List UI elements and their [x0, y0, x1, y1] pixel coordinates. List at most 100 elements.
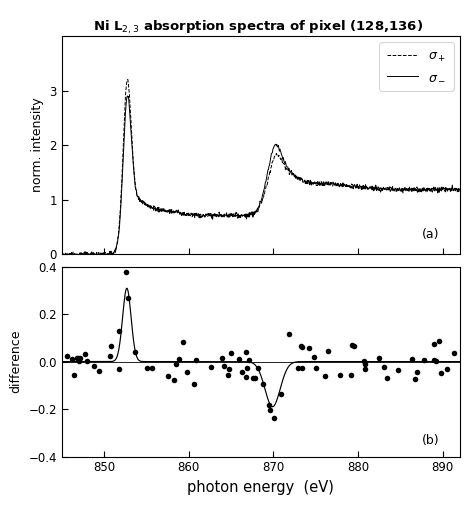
Point	[259, 380, 267, 388]
Point	[249, 373, 257, 382]
Point	[74, 354, 82, 362]
$\sigma_+$	[59, 249, 64, 255]
Point	[63, 352, 71, 360]
Point	[324, 347, 331, 356]
Point	[235, 354, 243, 363]
Line: $\sigma_+$: $\sigma_+$	[62, 80, 460, 257]
Y-axis label: difference: difference	[9, 330, 23, 393]
Point	[321, 372, 329, 381]
Point	[394, 366, 402, 374]
Point	[350, 342, 358, 350]
Point	[108, 342, 115, 350]
Text: (a): (a)	[422, 228, 440, 241]
Point	[183, 368, 191, 377]
$\sigma_-$	[313, 180, 319, 186]
Point	[270, 414, 278, 422]
Point	[76, 354, 83, 362]
$\sigma_+$	[313, 183, 319, 189]
Point	[413, 368, 420, 376]
Point	[243, 373, 250, 381]
$\sigma_-$	[362, 184, 367, 190]
Point	[170, 376, 178, 384]
Point	[68, 355, 75, 363]
Point	[75, 357, 82, 365]
Point	[411, 374, 419, 383]
Point	[251, 373, 259, 382]
Point	[226, 365, 233, 373]
$\sigma_-$	[84, 252, 90, 258]
Text: Ni L$_{2,3}$ absorption spectra of pixel (128,136): Ni L$_{2,3}$ absorption spectra of pixel…	[93, 18, 423, 36]
Point	[430, 356, 438, 364]
Point	[228, 349, 235, 357]
Point	[348, 341, 356, 349]
$\sigma_+$	[72, 254, 78, 260]
$\sigma_+$	[291, 172, 297, 178]
$\sigma_-$	[301, 179, 307, 185]
Point	[175, 354, 182, 363]
Point	[208, 363, 215, 371]
Point	[430, 340, 438, 348]
Point	[164, 372, 172, 380]
Point	[420, 356, 428, 364]
Point	[375, 354, 383, 362]
Point	[148, 364, 156, 372]
Line: $\sigma_-$: $\sigma_-$	[62, 96, 460, 257]
$\sigma_+$	[362, 185, 367, 191]
Point	[73, 353, 81, 362]
Point	[305, 344, 313, 352]
Point	[443, 365, 451, 373]
Point	[361, 365, 369, 373]
Point	[244, 363, 251, 371]
Point	[246, 356, 253, 364]
Point	[131, 348, 139, 357]
Point	[242, 348, 249, 357]
Point	[106, 352, 114, 360]
Point	[347, 371, 355, 379]
$\sigma_+$	[125, 76, 131, 83]
$\sigma_+$	[402, 187, 408, 193]
Point	[122, 268, 130, 277]
Point	[450, 348, 457, 357]
Point	[125, 294, 132, 303]
$\sigma_+$	[301, 178, 307, 184]
Point	[254, 364, 262, 372]
Y-axis label: norm. intensity: norm. intensity	[31, 98, 44, 192]
Point	[265, 401, 273, 409]
Point	[383, 373, 391, 382]
Point	[224, 371, 232, 379]
Point	[361, 360, 369, 368]
Point	[336, 371, 344, 380]
Point	[437, 369, 445, 377]
Point	[81, 350, 89, 359]
Point	[266, 406, 273, 414]
Point	[277, 390, 285, 399]
Point	[116, 327, 123, 335]
Legend: $\sigma_+$, $\sigma_-$: $\sigma_+$, $\sigma_-$	[379, 42, 454, 90]
Point	[380, 363, 388, 371]
Point	[312, 364, 319, 372]
Point	[70, 371, 78, 380]
Point	[115, 365, 122, 373]
$\sigma_+$	[84, 249, 90, 255]
$\sigma_-$	[125, 93, 130, 99]
Point	[294, 364, 301, 372]
Point	[432, 357, 440, 365]
Point	[190, 380, 197, 388]
Point	[360, 357, 368, 365]
Point	[238, 368, 246, 376]
Point	[83, 357, 91, 365]
$\sigma_-$	[291, 171, 297, 177]
Point	[218, 353, 226, 362]
Point	[435, 337, 443, 345]
Point	[298, 364, 306, 372]
X-axis label: photon energy  (eV): photon energy (eV)	[187, 480, 334, 495]
$\sigma_-$	[457, 186, 463, 192]
Point	[310, 352, 318, 361]
Text: (b): (b)	[422, 434, 440, 447]
Point	[179, 338, 187, 346]
Point	[173, 360, 180, 368]
$\sigma_-$	[70, 254, 76, 260]
$\sigma_-$	[59, 251, 64, 258]
Point	[220, 362, 228, 370]
Point	[408, 355, 416, 363]
